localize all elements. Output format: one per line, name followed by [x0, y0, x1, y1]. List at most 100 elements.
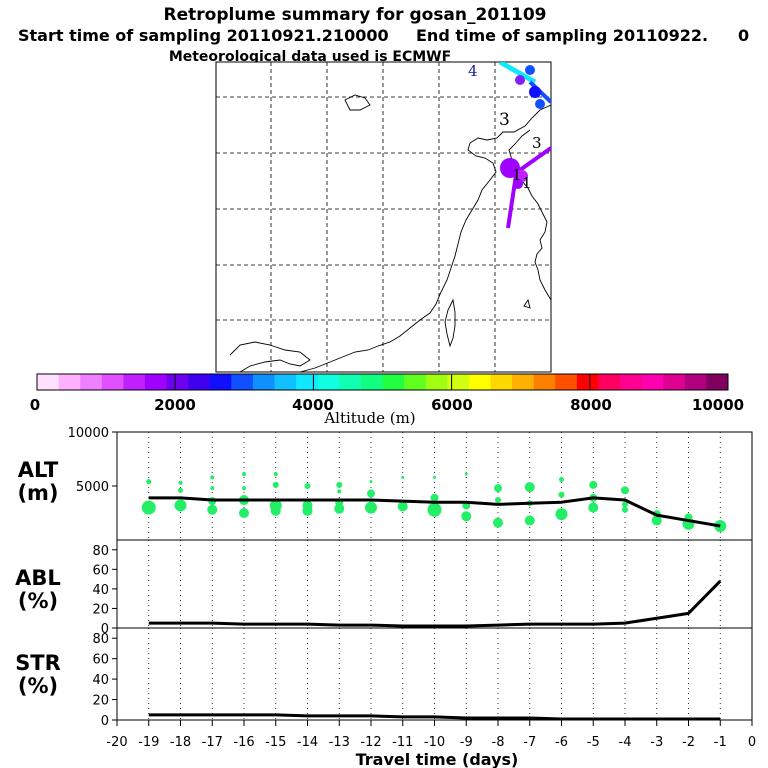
alt-scatter-point	[304, 483, 311, 489]
alt-scatter-point	[146, 479, 152, 485]
x-tick-label: -5	[587, 735, 600, 750]
colorbar-swatch	[37, 374, 60, 390]
colorbar-swatch	[188, 374, 211, 390]
met-data-label: Meteorological data used is ECMWF	[169, 49, 451, 65]
abl-series-line	[148, 580, 722, 628]
plume-marker	[515, 75, 525, 85]
colorbar-label: Altitude (m)	[323, 409, 415, 427]
trajectories	[498, 62, 551, 229]
alt-scatter-point	[210, 475, 215, 480]
alt-scatter-point	[174, 499, 187, 512]
alt-scatter-point	[178, 487, 183, 493]
plume-marker	[516, 170, 528, 182]
x-tick-label: -14	[297, 735, 318, 750]
abl-chart: 80 60 40 20 0	[92, 539, 753, 637]
colorbar-swatch	[382, 374, 405, 390]
str-y-tick-label: 60	[92, 653, 109, 668]
colorbar-tick: 0	[30, 396, 40, 414]
colorbar-swatch	[663, 374, 686, 390]
colorbar-swatch	[144, 374, 168, 390]
x-tick-label: -20	[106, 735, 127, 750]
str-y-tick-label: 40	[92, 673, 109, 688]
colorbar-swatch	[641, 374, 664, 390]
alt-scatter-point	[369, 480, 373, 484]
colorbar-swatch	[620, 374, 643, 390]
alt-scatter-point	[367, 489, 375, 498]
colorbar-tick: 6000	[431, 396, 473, 414]
alt-y-tick-label: 10000	[68, 426, 109, 441]
colorbar-swatch	[252, 374, 276, 390]
alt-scatter-point	[589, 480, 598, 489]
colorbar-swatch	[58, 374, 81, 390]
alt-scatter-point	[272, 481, 279, 488]
travel-time-axis: -20 -19 -18 -17 -16 -15 -14 -13 -12 -11 -10 -9 -8 -7-…	[106, 720, 756, 750]
colorbar-frame	[36, 373, 729, 391]
colorbar-swatch	[166, 374, 189, 390]
alt-scatter-point	[401, 475, 405, 479]
x-tick-label: -2	[682, 735, 695, 750]
alt-scatter-point	[242, 486, 246, 491]
str-series-line	[148, 713, 721, 721]
alt-scatter-point	[559, 477, 564, 483]
map-day-labels: 4 3 3 1 1	[468, 62, 542, 192]
alt-scatter-point	[270, 505, 281, 516]
trajectory-purple-ne	[518, 146, 551, 172]
x-tick-label: -18	[170, 735, 191, 750]
plume-marker	[535, 99, 545, 109]
colorbar-swatch	[101, 374, 124, 390]
alt-scatter-point	[494, 484, 502, 493]
colorbar-swatch	[80, 374, 103, 390]
alt-scatter-point	[337, 489, 342, 494]
abl-plot-frame	[116, 539, 753, 629]
alt-scatter-point	[273, 472, 278, 477]
map-frame	[215, 61, 552, 373]
alt-scatter-point	[433, 475, 436, 479]
colorbar-swatch	[555, 374, 578, 390]
colorbar-swatch	[123, 374, 146, 390]
alt-scatter-point	[622, 506, 628, 513]
colorbar-swatch	[447, 374, 470, 390]
colorbar-swatch	[684, 374, 707, 390]
alt-scatter-point	[461, 511, 472, 522]
alt-scatter-point	[524, 482, 535, 493]
alt-scatter-point	[207, 504, 218, 515]
colorbar-swatch	[274, 374, 297, 390]
x-tick-label: -13	[329, 735, 350, 750]
x-tick-label: -11	[392, 735, 413, 750]
colorbar-swatch	[231, 374, 254, 390]
alt-scatter-point	[239, 508, 249, 518]
abl-panel-label: ABL	[15, 566, 61, 590]
abl-y-tick-label: 60	[92, 563, 109, 578]
str-y-tick-label: 0	[101, 714, 109, 729]
colorbar-swatch	[598, 374, 621, 390]
map-label: 3	[532, 134, 542, 152]
coastlines	[229, 94, 551, 372]
x-tick-label: -4	[619, 735, 632, 750]
plume-marker	[525, 65, 535, 75]
trajectory-map: 4 3 3 1 1	[215, 61, 552, 373]
alt-scatter-point	[365, 501, 377, 514]
alt-scatter-point	[397, 501, 408, 512]
abl-y-tick-label: 20	[92, 602, 109, 617]
alt-panel-unit: (m)	[17, 481, 58, 505]
colorbar-swatch	[706, 374, 729, 390]
alt-series-line	[148, 496, 721, 528]
start-time-label: Start time of sampling 20110921.210000	[18, 26, 389, 45]
str-y-tick-label: 20	[92, 694, 109, 709]
end-time-suffix: 0	[738, 26, 749, 45]
alt-scatter-point	[242, 472, 246, 477]
colorbar-swatch	[468, 374, 491, 390]
plume-marker	[513, 179, 523, 189]
x-axis-title: Travel time (days)	[356, 750, 519, 768]
x-tick-label: -10	[424, 735, 445, 750]
x-tick-label: -9	[460, 735, 473, 750]
end-time-label: End time of sampling 20110922.	[416, 26, 708, 45]
colorbar-tick: 8000	[570, 396, 612, 414]
abl-y-tick-label: 40	[92, 583, 109, 598]
alt-scatter-point	[621, 486, 629, 495]
map-label: 3	[499, 110, 510, 130]
plume-marker	[500, 158, 520, 178]
colorbar-ticks: 0 2000 4000 6000 8000 10000	[30, 396, 744, 414]
alt-scatter-point	[558, 491, 565, 498]
